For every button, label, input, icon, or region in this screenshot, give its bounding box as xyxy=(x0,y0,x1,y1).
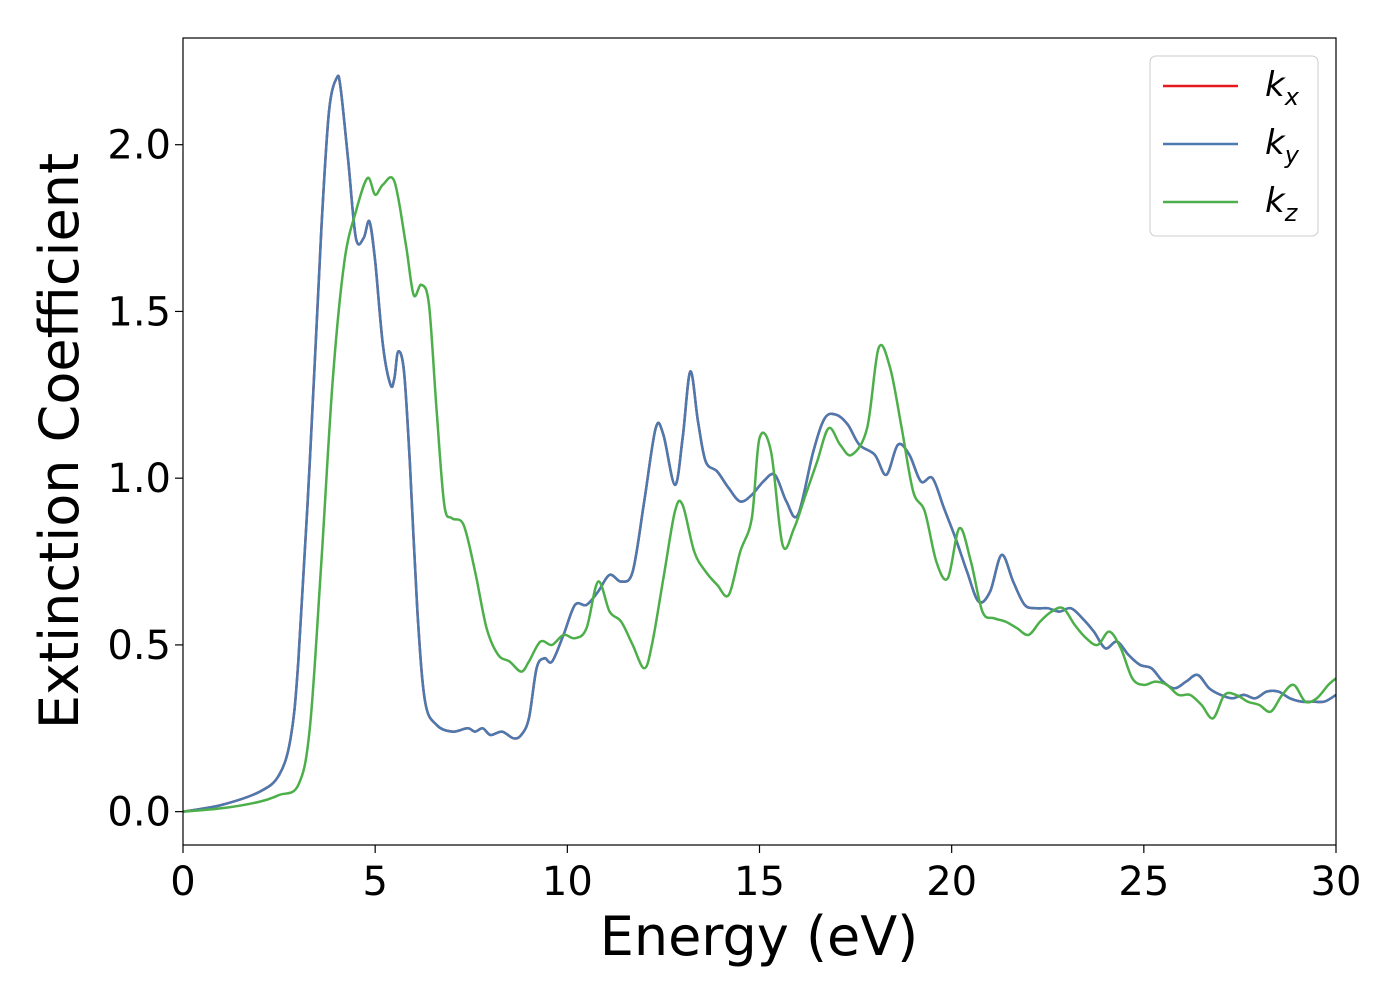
x-tick-label: 25 xyxy=(1118,859,1169,905)
legend-label-k-z: kz xyxy=(1265,181,1299,227)
x-tick-label: 10 xyxy=(542,859,593,905)
x-tick-label: 0 xyxy=(170,859,195,905)
y-tick-label: 1.0 xyxy=(107,456,171,502)
x-tick-label: 5 xyxy=(362,859,387,905)
series-line-k-y xyxy=(182,74,1337,813)
x-tick-label: 20 xyxy=(926,859,977,905)
legend: kx ky kz xyxy=(1149,55,1319,237)
legend-label-k-x: kx xyxy=(1265,65,1300,111)
y-tick-label: 0.5 xyxy=(107,623,171,669)
x-tick-label: 30 xyxy=(1311,859,1362,905)
legend-label-k-y: ky xyxy=(1265,123,1300,169)
series-line-k-z xyxy=(182,176,1337,813)
y-tick-label: 1.5 xyxy=(107,289,171,335)
x-tick-label: 15 xyxy=(734,859,785,905)
x-axis-ticks: 0 5 10 15 20 25 30 xyxy=(170,845,1361,905)
y-tick-label: 2.0 xyxy=(107,123,171,169)
legend-box xyxy=(1149,55,1319,237)
y-tick-label: 0.0 xyxy=(107,790,171,836)
y-axis-title: Extinction Coefficient xyxy=(28,153,91,729)
y-axis-ticks: 0.0 0.5 1.0 1.5 2.0 xyxy=(107,123,183,836)
series-layer xyxy=(182,74,1337,813)
x-axis-title: Energy (eV) xyxy=(600,905,919,968)
